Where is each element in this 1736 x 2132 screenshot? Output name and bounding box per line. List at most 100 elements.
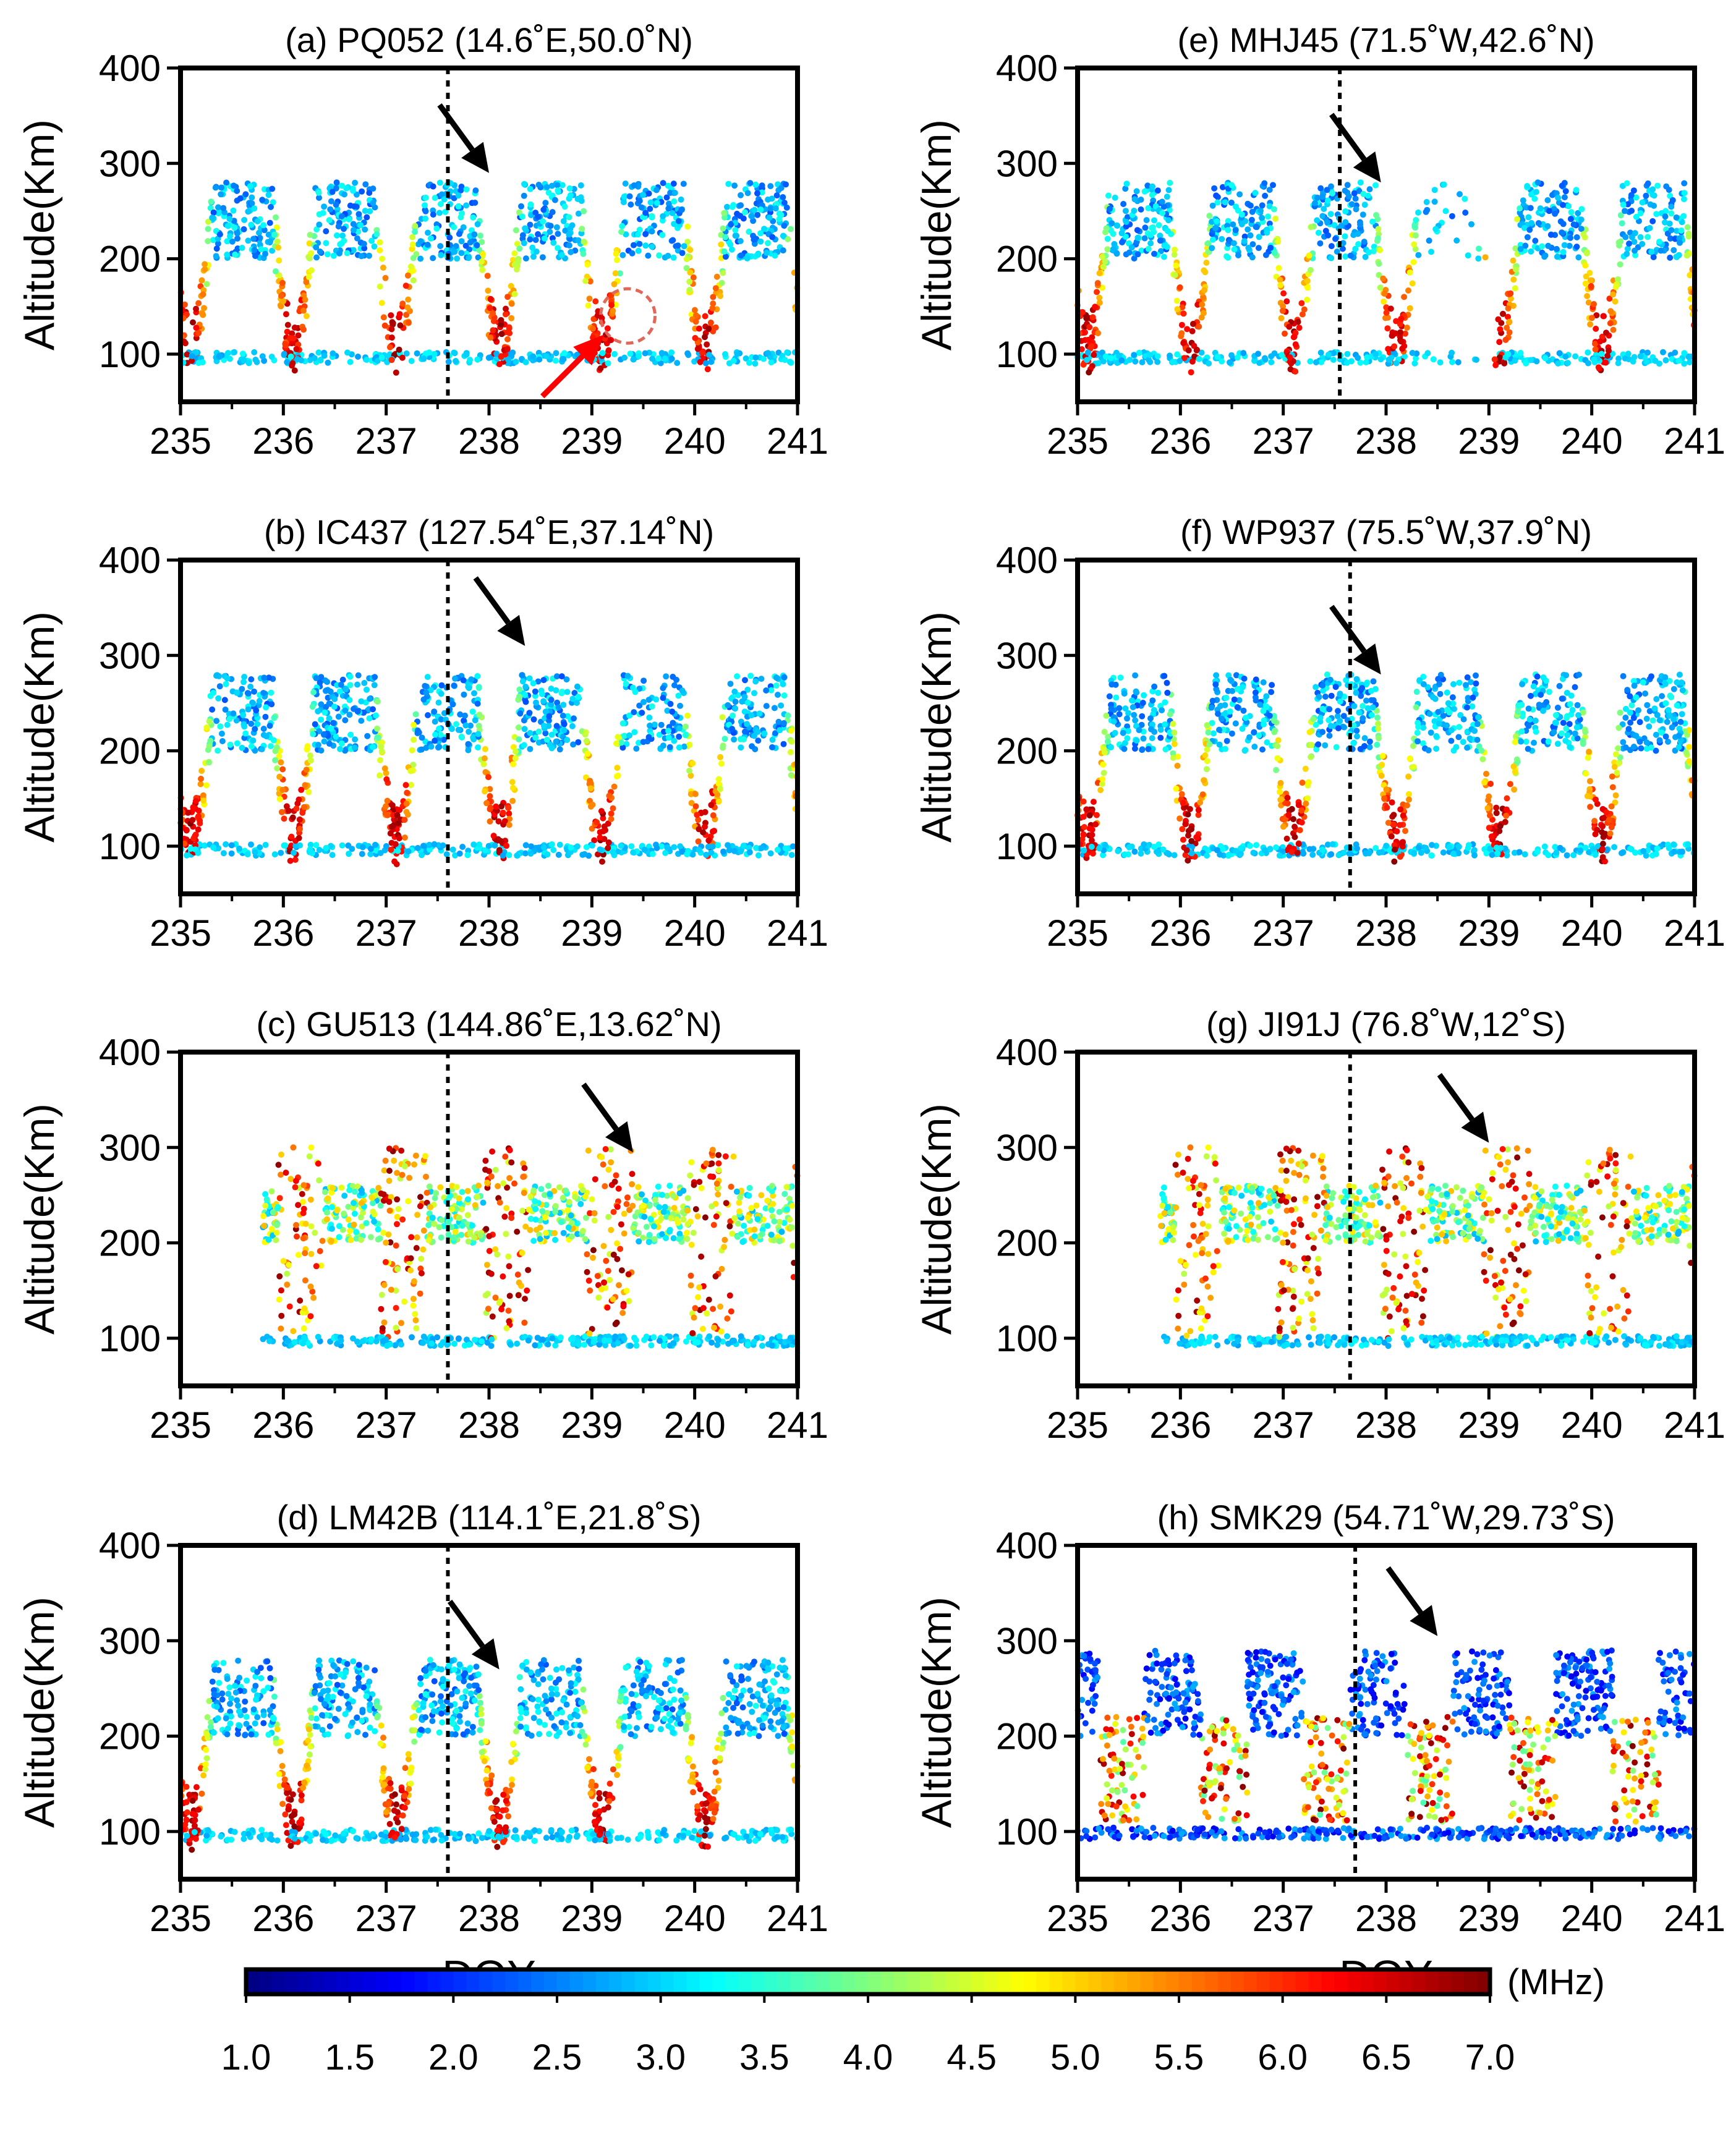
scatter-point [715, 1336, 721, 1343]
scatter-point [678, 196, 684, 203]
scatter-point [592, 298, 599, 305]
scatter-point [503, 843, 510, 849]
scatter-point [688, 1241, 695, 1248]
scatter-point [618, 843, 624, 849]
scatter-point [292, 1178, 299, 1184]
scatter-point [715, 1152, 722, 1158]
scatter-point [263, 1196, 270, 1203]
scatter-point [380, 1338, 386, 1344]
scatter-point [279, 1762, 286, 1769]
scatter-point [640, 739, 647, 745]
scatter-point [563, 1187, 569, 1194]
scatter-point [721, 736, 728, 742]
scatter-point [455, 726, 462, 733]
scatter-point [580, 1686, 587, 1693]
scatter-point [516, 245, 523, 252]
scatter-point [291, 1339, 298, 1346]
scatter-point [433, 1190, 440, 1197]
scatter-point [711, 1324, 717, 1331]
scatter-point [589, 1196, 595, 1203]
scatter-point [417, 238, 424, 245]
scatter-point [350, 187, 356, 194]
scatter-point [521, 1165, 528, 1171]
scatter-point [480, 1199, 487, 1206]
y-tick-label: 100 [99, 334, 161, 375]
scatter-point [513, 227, 519, 234]
scatter-point [610, 1208, 617, 1215]
scatter-point [278, 1171, 284, 1178]
scatter-point [378, 1190, 385, 1197]
scatter-point [242, 191, 249, 198]
scatter-point [388, 823, 395, 830]
scatter-point [483, 1226, 490, 1233]
scatter-point [532, 210, 539, 216]
scatter-point [386, 344, 393, 350]
scatter-point [269, 247, 276, 254]
scatter-point [466, 728, 472, 735]
scatter-point [608, 816, 615, 822]
scatter-point [190, 319, 196, 326]
scatter-point [477, 232, 483, 239]
scatter-point [533, 248, 540, 255]
scatter-point [486, 1233, 493, 1239]
scatter-point [517, 1715, 524, 1722]
scatter-point [433, 221, 440, 227]
scatter-point [321, 352, 328, 359]
scatter-point [338, 213, 345, 219]
scatter-point [330, 1184, 336, 1191]
scatter-point [649, 228, 655, 235]
scatter-point [706, 352, 713, 358]
scatter-point [575, 210, 582, 217]
scatter-point [665, 205, 672, 212]
scatter-point [561, 350, 568, 357]
scatter-point [521, 742, 527, 749]
scatter-point [303, 313, 310, 320]
scatter-point [388, 357, 395, 363]
scatter-point [268, 701, 275, 708]
scatter-point [777, 1218, 783, 1225]
scatter-point [746, 228, 752, 235]
scatter-point [337, 745, 343, 752]
scatter-point [432, 195, 438, 202]
scatter-point [367, 851, 374, 857]
scatter-point [306, 240, 313, 247]
scatter-point [248, 221, 255, 228]
scatter-point [507, 1787, 513, 1794]
scatter-point [696, 1284, 703, 1291]
scatter-point [410, 255, 417, 261]
scatter-point [624, 673, 631, 679]
scatter-point [237, 195, 244, 202]
scatter-point [746, 1192, 752, 1199]
scatter-point [510, 761, 517, 768]
scatter-point [323, 844, 330, 851]
x-tick-label: 236 [252, 420, 314, 462]
scatter-point [534, 1335, 541, 1341]
scatter-point [189, 1811, 196, 1817]
scatter-point [656, 252, 663, 259]
scatter-point [616, 1282, 622, 1289]
scatter-point [409, 1334, 415, 1341]
scatter-point [504, 329, 511, 336]
scatter-point [545, 189, 552, 196]
scatter-point [647, 205, 653, 212]
scatter-point [417, 1194, 423, 1200]
scatter-point [347, 359, 354, 365]
scatter-point [474, 700, 481, 707]
scatter-point [772, 205, 779, 212]
scatter-point [487, 305, 493, 312]
scatter-point [240, 357, 247, 363]
scatter-point [777, 727, 783, 734]
scatter-point [187, 846, 194, 852]
scatter-point [521, 180, 527, 187]
scatter-point [465, 747, 472, 754]
scatter-point [500, 1807, 506, 1814]
scatter-point [561, 727, 568, 734]
scatter-point [552, 1208, 559, 1215]
scatter-point [245, 208, 252, 215]
scatter-point [598, 1154, 605, 1160]
scatter-point [330, 350, 336, 357]
scatter-point [705, 1296, 712, 1303]
scatter-point [769, 1183, 775, 1189]
scatter-point [300, 1340, 306, 1347]
scatter-point [278, 1287, 284, 1294]
